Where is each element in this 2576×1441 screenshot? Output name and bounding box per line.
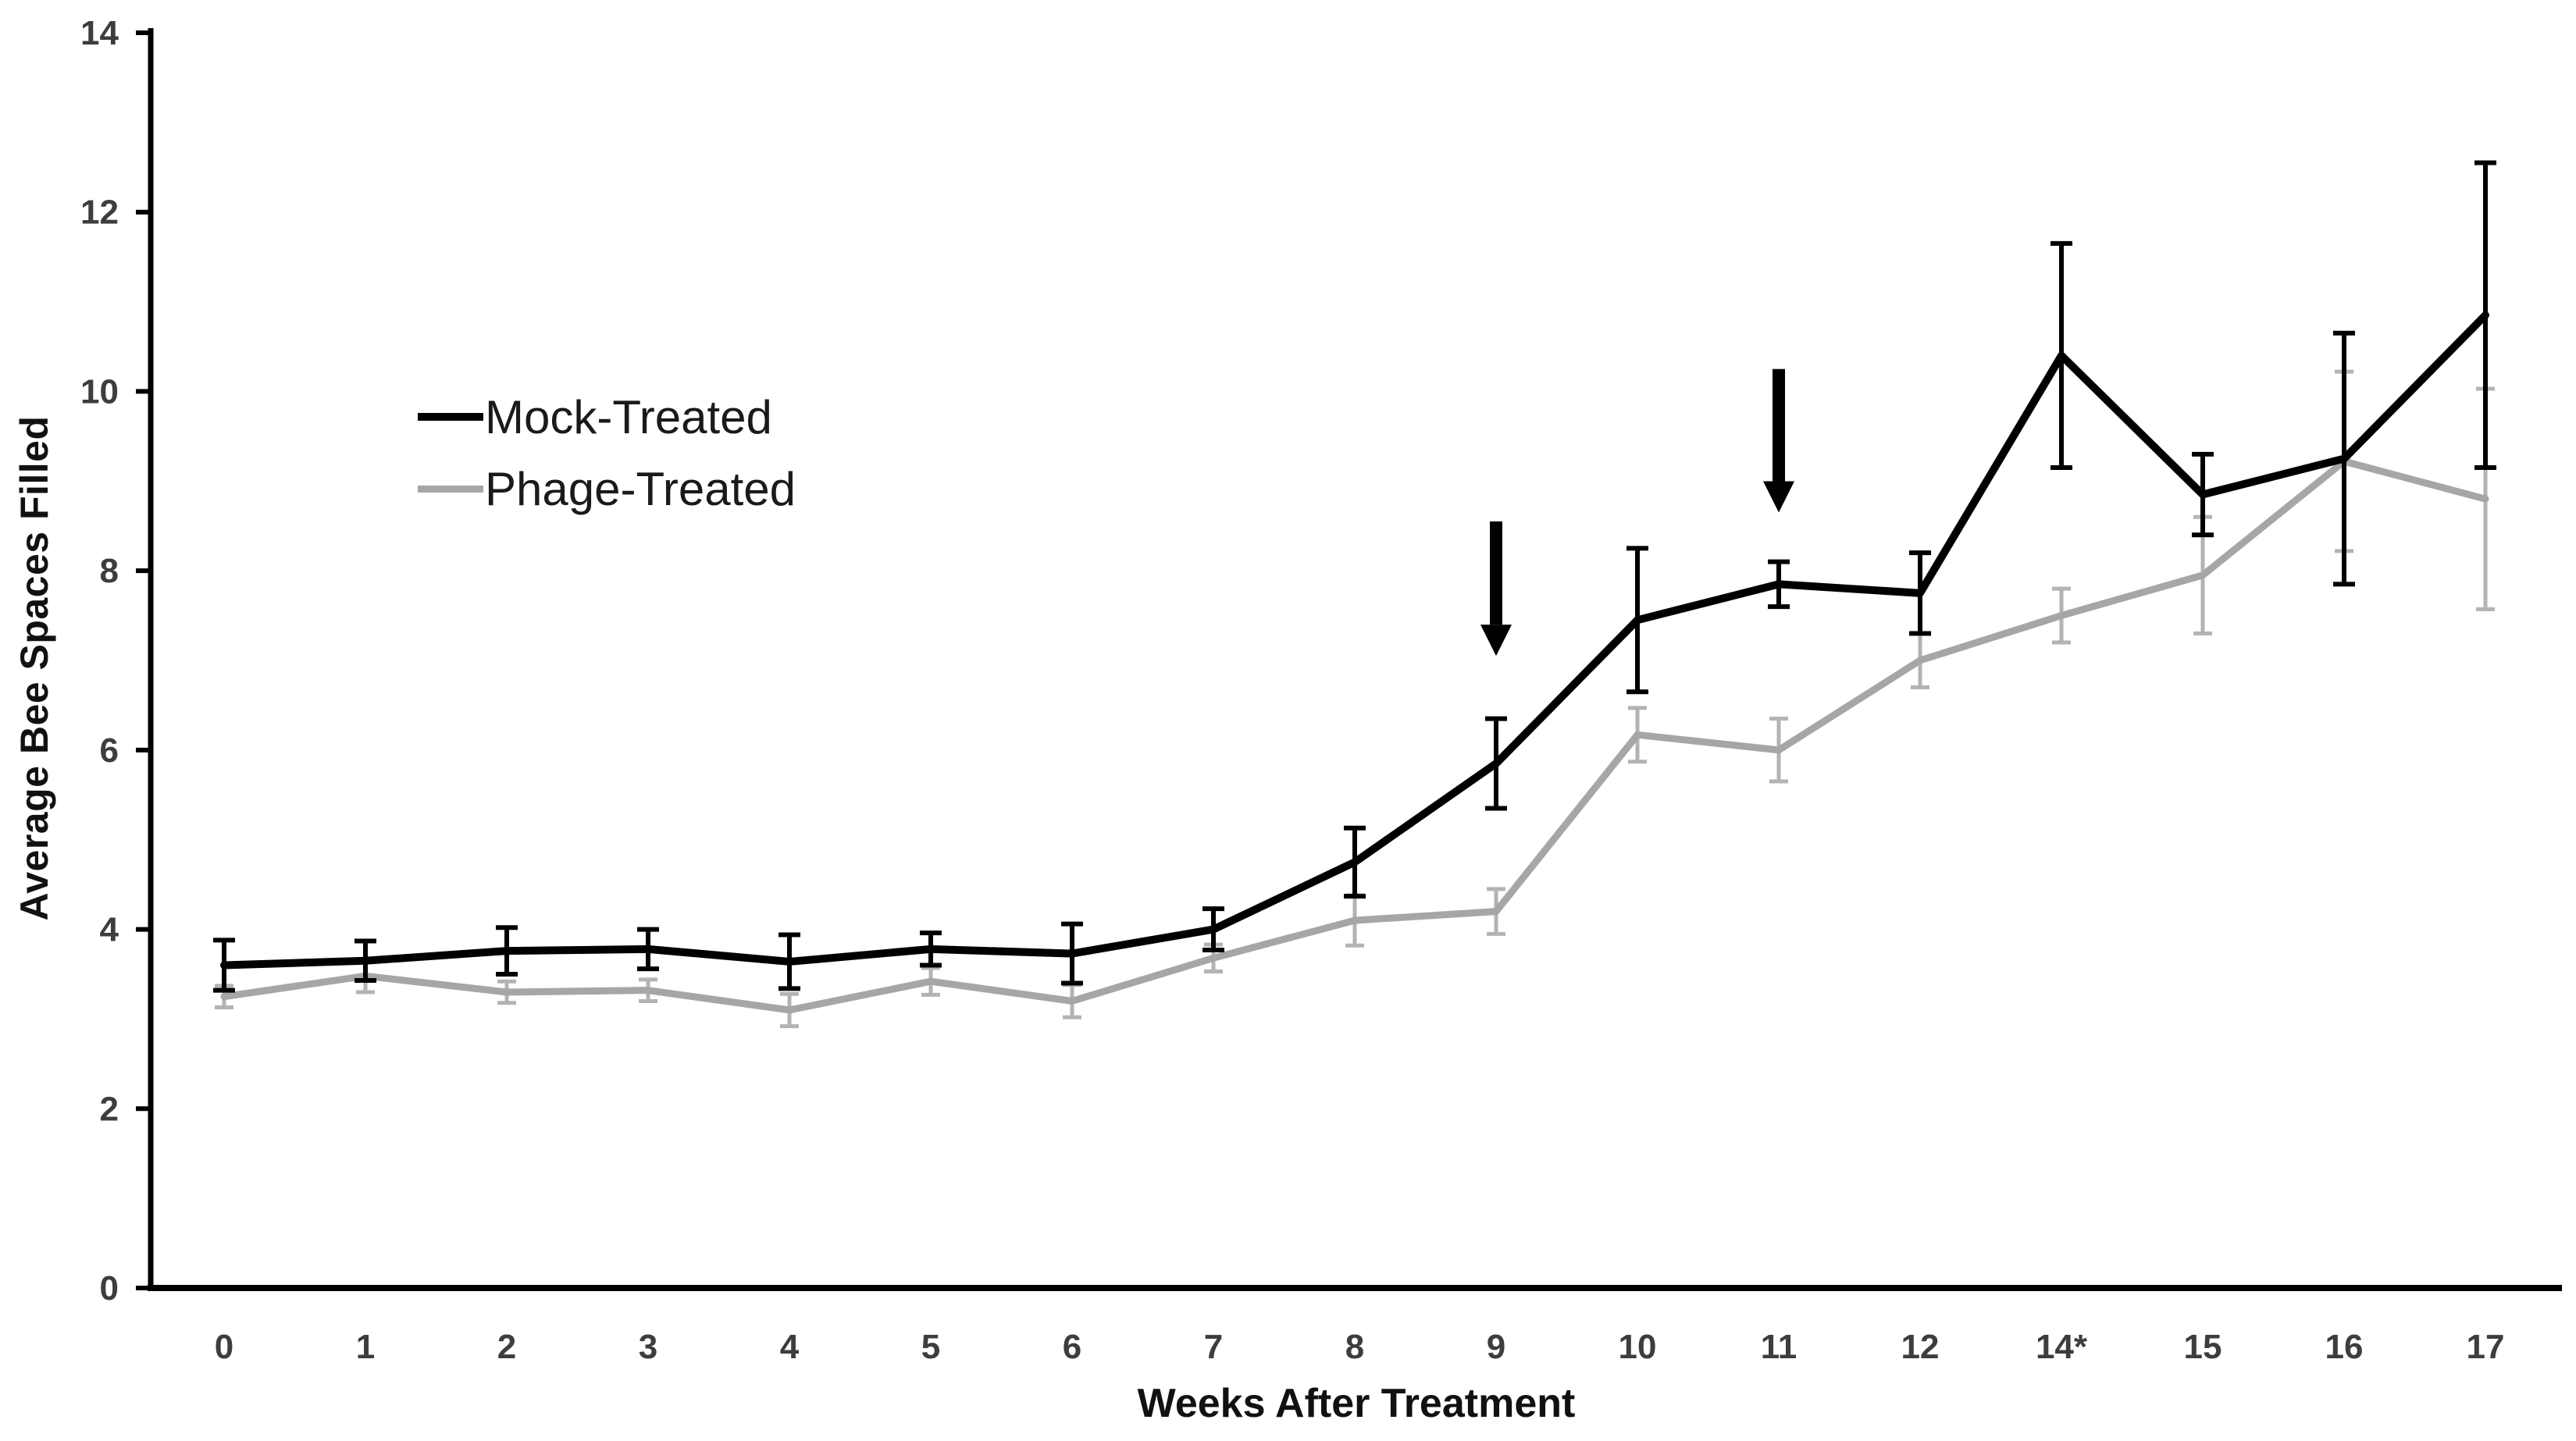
x-tick-label: 17: [2467, 1328, 2505, 1366]
legend-label-phage: Phage-Treated: [485, 462, 796, 515]
series-phage-treated: [215, 369, 2495, 1029]
y-tick-label: 8: [100, 552, 119, 590]
x-tick-label: 2: [497, 1328, 516, 1366]
series-mock-treated: [213, 160, 2496, 993]
treatment-arrow-head: [1763, 481, 1794, 513]
x-tick-label: 14*: [2036, 1328, 2088, 1366]
x-tick-label: 11: [1761, 1328, 1797, 1366]
legend-line-sample-phage: [418, 485, 483, 493]
x-tick-label: 7: [1204, 1328, 1223, 1366]
y-axis-title: Average Bee Spaces Filled: [12, 415, 56, 921]
y-tick-label: 0: [100, 1269, 119, 1308]
legend-label-mock: Mock-Treated: [485, 390, 772, 443]
treatment-arrow-shaft: [1773, 368, 1785, 482]
x-tick-label: 16: [2325, 1328, 2364, 1366]
x-tick-label: 0: [215, 1328, 233, 1366]
legend-item-mock-treated: Mock-Treated: [418, 381, 796, 453]
series-line-phage-treated: [220, 457, 2489, 1014]
treatment-arrow-head: [1480, 624, 1512, 656]
y-tick-label: 10: [80, 372, 119, 411]
y-tick-label: 4: [100, 911, 119, 949]
x-tick-label: 12: [1901, 1328, 1940, 1366]
y-tick-label: 12: [80, 194, 119, 232]
x-tick-label: 3: [639, 1328, 657, 1366]
x-tick-label: 4: [780, 1328, 800, 1366]
legend-line-sample-mock: [418, 413, 483, 421]
x-tick-label: 8: [1345, 1328, 1364, 1366]
x-axis-title: Weeks After Treatment: [1137, 1381, 1576, 1426]
treatment-arrow-shaft: [1490, 521, 1502, 625]
legend: Mock-Treated Phage-Treated: [418, 381, 796, 525]
x-tick-label: 1: [356, 1328, 375, 1366]
arrow-annotations: [1480, 368, 1794, 656]
y-tick-label: 2: [100, 1090, 119, 1128]
x-tick-label: 10: [1619, 1328, 1657, 1366]
x-tick-label: 15: [2184, 1328, 2222, 1366]
x-tick-label: 9: [1487, 1328, 1505, 1366]
series-line-mock-treated: [220, 311, 2489, 970]
x-tick-label: 6: [1063, 1328, 1081, 1366]
x-tick-label: 5: [921, 1328, 940, 1366]
axes: [148, 28, 2562, 1291]
y-tick-label: 14: [80, 14, 119, 52]
legend-item-phage-treated: Phage-Treated: [418, 453, 796, 525]
x-axis-labels: 0 1 2 3 4 5 6 7 8 9 10 11 12 14* 15 16 17: [215, 1328, 2505, 1366]
y-tick-label: 6: [100, 731, 119, 770]
y-axis-ticks: 0 2 4 6 8 10 12 14: [80, 14, 151, 1308]
